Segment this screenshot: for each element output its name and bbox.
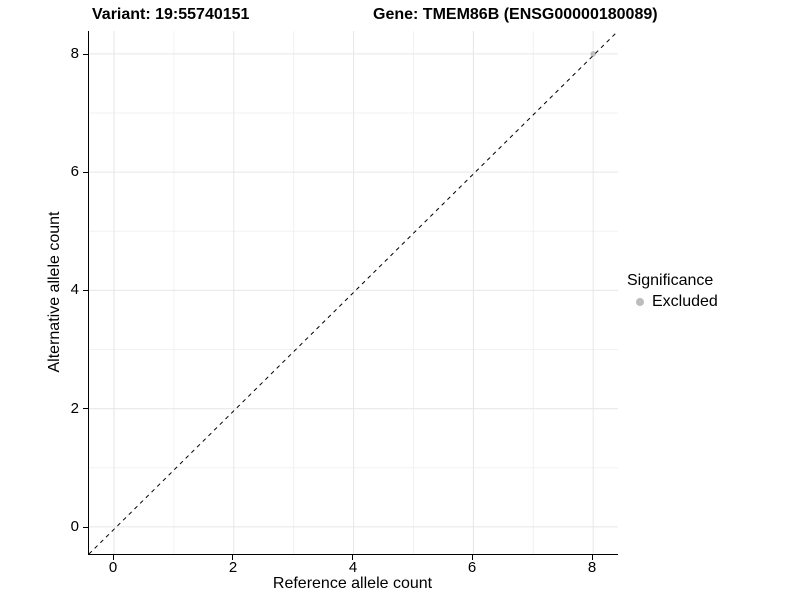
x-tick-label: 4: [348, 559, 358, 576]
x-tick: [112, 555, 114, 560]
y-tick: [83, 53, 88, 55]
y-tick: [83, 171, 88, 173]
plot-title-gene: Gene: TMEM86B (ENSG00000180089): [373, 6, 658, 23]
y-tick-label: 8: [70, 45, 79, 62]
x-tick-label: 8: [587, 559, 597, 576]
y-tick-label: 0: [70, 518, 79, 535]
legend-item-label: Excluded: [652, 293, 718, 310]
x-tick: [471, 555, 473, 560]
x-tick: [352, 555, 354, 560]
x-tick: [232, 555, 234, 560]
plot-canvas: [89, 31, 618, 554]
legend: Significance Excluded: [627, 271, 718, 311]
y-axis-title: Alternative allele count: [46, 211, 63, 373]
x-tick-label: 6: [467, 559, 477, 576]
plot-panel: [88, 31, 618, 555]
plot-title-variant: Variant: 19:55740151: [92, 6, 250, 23]
major-gridlines: [89, 31, 618, 554]
y-tick-label: 4: [70, 281, 79, 298]
data-point-excluded: [590, 51, 596, 57]
x-tick: [591, 555, 593, 560]
x-axis-title: Reference allele count: [272, 575, 433, 592]
y-tick: [83, 408, 88, 410]
y-tick-label: 2: [70, 400, 79, 417]
x-tick-label: 2: [228, 559, 238, 576]
excluded-point-icon: [636, 297, 644, 306]
identity-line: [89, 31, 618, 554]
legend-title: Significance: [627, 272, 714, 289]
y-tick-label: 6: [70, 163, 79, 180]
legend-item-excluded: Excluded: [627, 292, 718, 311]
y-tick: [83, 289, 88, 291]
x-tick-label: 0: [108, 559, 118, 576]
y-tick: [83, 526, 88, 528]
